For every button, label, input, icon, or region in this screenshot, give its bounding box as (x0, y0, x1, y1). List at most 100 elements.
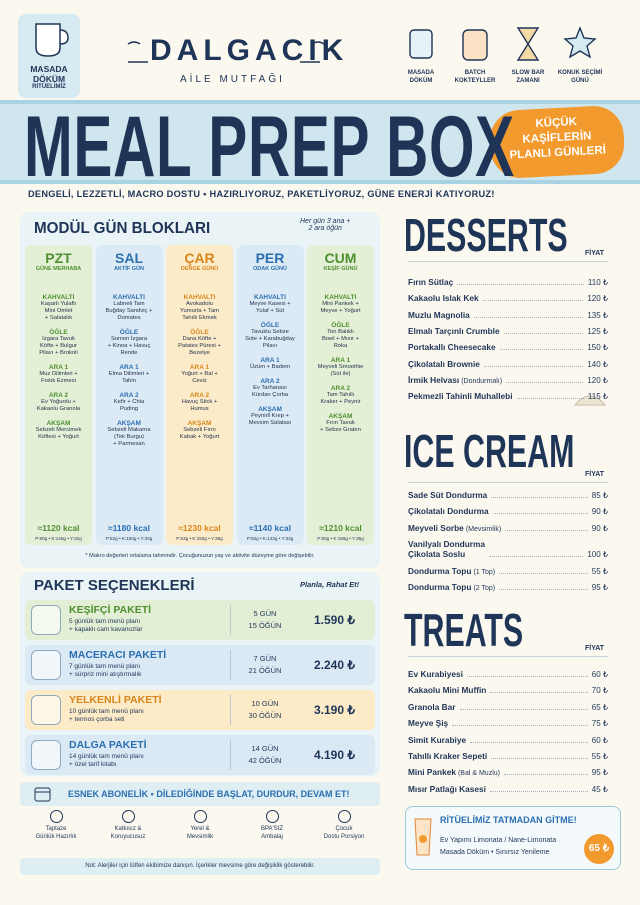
item-price: 110 ₺ (587, 278, 608, 287)
kcal: ≈1230 kcal (178, 523, 221, 533)
feature-line: Koruyucusuz (110, 833, 146, 840)
meal-line: Dana Köfte + (182, 336, 217, 342)
item-price: 60 ₺ (591, 735, 608, 745)
meal-line: Mini Pankek + (322, 301, 359, 307)
meal-line: Sebzeli Mercimek (35, 427, 82, 433)
package-icon (31, 650, 61, 680)
feature: Taptaze Günlük Hazırlık (20, 810, 92, 841)
item-price: 95 ₺ (591, 768, 608, 778)
item-name: Ev Kurabiyesi (408, 669, 463, 679)
ritual-line: Ev Yapımı Limonata / Nane-Limonata (440, 837, 557, 844)
meal-label: ARA 1 (260, 357, 280, 364)
kcal: ≈1140 kcal (248, 523, 291, 533)
menu-item: Mısır Patlağı Kasesi 45 ₺ (408, 784, 608, 794)
package-name: DALGA PAKETİ (69, 739, 147, 751)
meal-line: Somon Izgara (110, 336, 148, 342)
package-name: KEŞİFÇİ PAKETİ (69, 604, 152, 616)
note-line: Her gün 3 ana + (300, 218, 351, 225)
item-note: (Mevsimlik) (465, 525, 502, 533)
item-price: 60 ₺ (591, 670, 608, 679)
item-name: Dondurma Topu (408, 582, 472, 592)
item-name: Mısır Patlağı Kasesi (408, 783, 486, 794)
menu-item: Sade Süt Dondurma 85 ₺ (408, 490, 608, 500)
item-name: İrmik Helvası (408, 374, 460, 385)
meal-line: Pilavı + Brokoli (39, 350, 78, 356)
meal-line: Havuç Stick + (181, 399, 218, 405)
package-name: MACERACI PAKETİ (69, 649, 167, 661)
note-line: 2 ara öğün (308, 225, 342, 232)
meal-line: Bowl + Mısır + (321, 336, 360, 342)
leader (506, 381, 584, 383)
meal-line: Kürdan Çorba (251, 392, 289, 398)
meal-line: Mini Omlet (44, 308, 73, 314)
tagline: DENGELİ, LEZZETLİ, MACRO DOSTU • HAZIRLI… (28, 189, 495, 199)
macros: P:80g • K:145g • Y:32g (35, 536, 82, 541)
menu-item: Pekmezli Tahinli Muhallebi 115 ₺ (408, 391, 608, 401)
label-line: GÜNÜ (571, 77, 589, 84)
day-subtitle: AKTİF GÜN (114, 266, 144, 272)
packages-note: Planla, Rahat Et! (300, 580, 360, 589)
flex-bar: ESNEK ABONELİK • DİLEDİĞİNDE BAŞLAT, DUR… (20, 782, 380, 806)
meal-line: Sote + Karabuğday (245, 336, 295, 342)
item-price: 120 ₺ (587, 294, 608, 304)
package-desc: 14 günlük tam menü planı (69, 753, 144, 760)
feature-icon (337, 810, 351, 823)
meal-label: KAHVALTI (183, 294, 216, 301)
menu-item: Çikolatalı Brownie 140 ₺ (408, 359, 608, 369)
meal-label: ARA 2 (48, 392, 69, 399)
meal-line: (Süt ile) (330, 371, 351, 377)
item-name-line: Çikolata Soslu (408, 549, 466, 560)
meal-line: Izgara Tavuk (42, 336, 75, 342)
meal-line: Meyve Kasesi + (249, 301, 291, 307)
item-name: Elmalı Tarçınlı Crumble (408, 325, 500, 336)
meal-line: Elma Dilimleri + (108, 371, 150, 377)
divider (230, 740, 231, 770)
item-name-wrap: Kakaolu Islak Kek (408, 293, 479, 303)
item-name-wrap: Mini Pankek (Bal & Muzlu) (408, 767, 500, 777)
item-name: Vanilyalı Dondurma Çikolata Soslu (408, 539, 485, 559)
leader (499, 589, 588, 590)
ritual-title: RİTÜELİMİZ TATMADAN GİTME! (440, 815, 577, 825)
item-price: 95 ₺ (591, 583, 608, 592)
meal-line: Meyveli Smoothie (317, 364, 364, 370)
feature: Yerel & Mevsimlik (164, 810, 236, 841)
item-name: Çikolatalı Dondurma (408, 506, 489, 517)
meal-line: Patates Püresi + (178, 343, 221, 349)
menu-item: Kakaolu Mini Muffin 70 ₺ (408, 685, 608, 695)
divider (230, 695, 231, 725)
calendar-icon (34, 787, 51, 802)
leader (466, 676, 588, 677)
menu-item: Kakaolu Islak Kek 120 ₺ (408, 293, 608, 303)
footnote: * Makro değerleri ortalama tahmindir. Ço… (85, 553, 315, 559)
item-name: Meyve Şiş (408, 718, 449, 729)
leader (452, 725, 588, 727)
macros: P:52g • K:150g • Y:33g (105, 536, 153, 541)
hero-title: MEAL PREP BOX (24, 99, 515, 195)
menu-item: Granola Bar 65 ₺ (408, 702, 608, 712)
meal-line: Üzüm + Badem (249, 364, 291, 370)
package-row: YELKENLİ PAKETİ 10 günlük tam menü planı +… (25, 690, 375, 730)
item-name-wrap: Ev Kurabiyesi (408, 669, 463, 679)
meal-label: KAHVALTI (254, 294, 286, 301)
item-price: 115 ₺ (587, 392, 608, 402)
label-line: SLOW BAR (511, 70, 545, 76)
day-code: SAL (115, 250, 143, 266)
item-name: Mini Pankek (408, 767, 456, 778)
leader (499, 572, 588, 574)
leader (503, 774, 588, 776)
leader (457, 284, 584, 285)
meal-line: + Salatalık (44, 315, 73, 321)
menu-item: Vanilyalı Dondurma Çikolata Soslu 100 ₺ (408, 539, 608, 559)
item-name-wrap: Granola Bar (408, 702, 456, 712)
meal-line: Rende (120, 350, 138, 356)
top-icon-label: BATCH KOKTEYLLER (440, 70, 510, 85)
item-price: 150 ₺ (587, 343, 608, 353)
kcal: ≈1120 kcal (37, 523, 80, 533)
meal-line: Köfte + Bulgur (40, 343, 77, 349)
leader (482, 300, 584, 302)
leader (499, 349, 584, 351)
package-desc: 5 günlük tam menü planı (69, 618, 141, 625)
meal-line: Yulaf + Süt (255, 308, 285, 314)
menu-item: Dondurma Topu (1 Top) 55 ₺ (408, 566, 608, 576)
package-price: 4.190 ₺ (314, 748, 355, 762)
